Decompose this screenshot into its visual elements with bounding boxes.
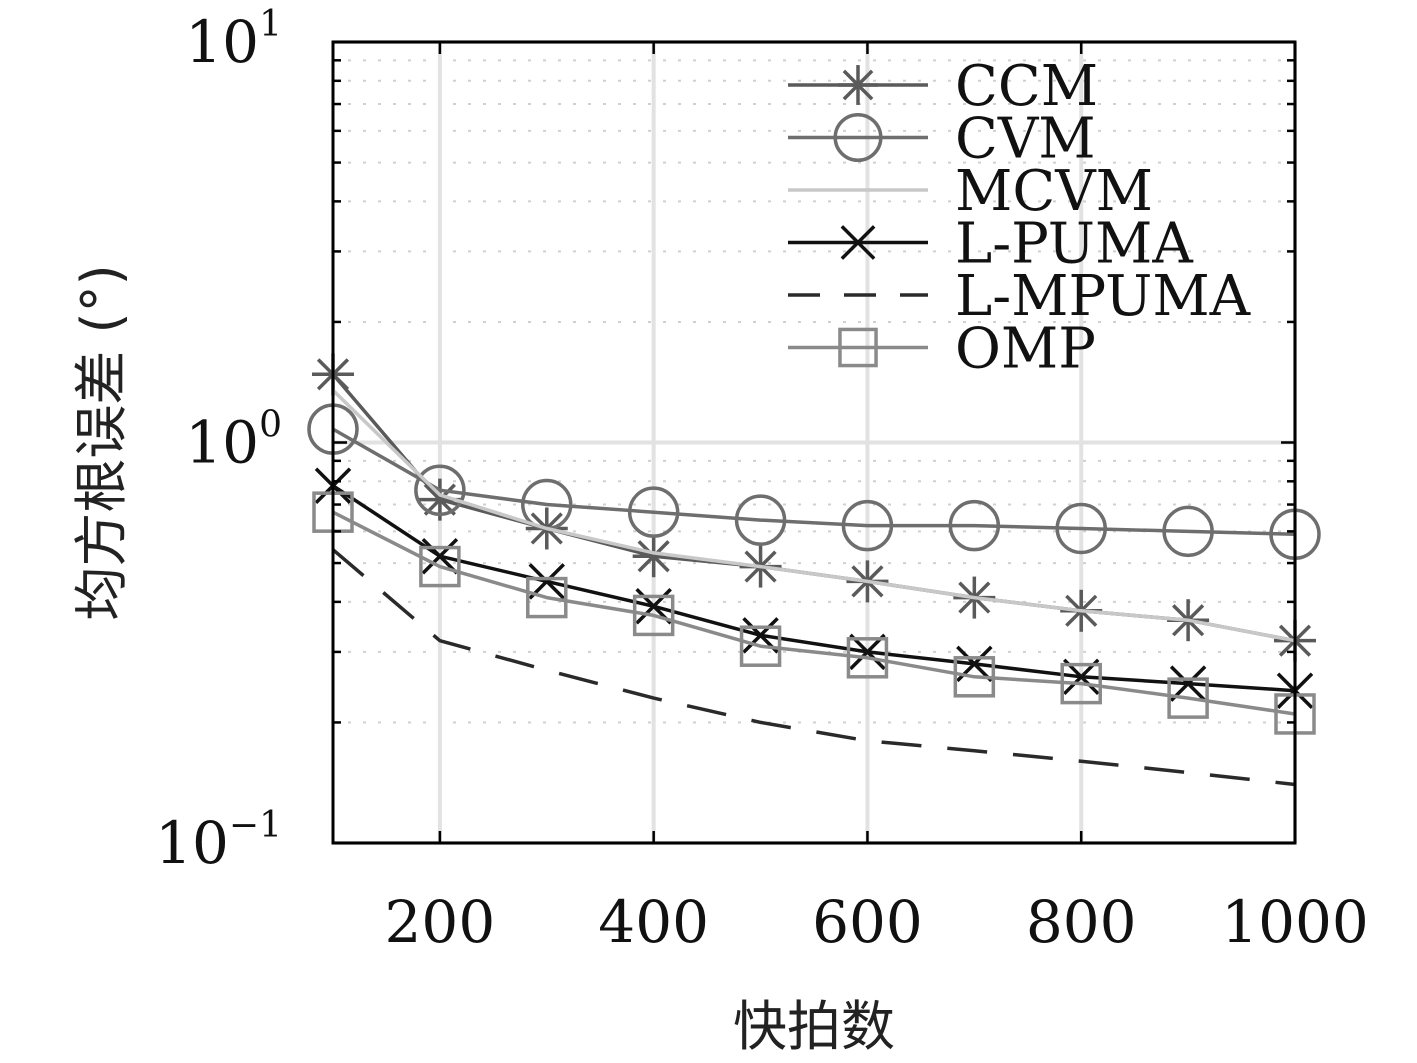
y-tick-labels: 10−1 100 101 bbox=[155, 4, 282, 877]
x-tick-labels: 200 400 600 800 1000 bbox=[385, 888, 1369, 956]
x-axis-title: 快拍数 bbox=[733, 995, 895, 1058]
x-stroke bbox=[421, 538, 459, 575]
legend-entry-l-mpuma: L-MPUMA bbox=[788, 264, 1251, 329]
x-marker bbox=[421, 538, 459, 575]
circle-marker bbox=[841, 499, 894, 552]
legend-entry-mcvm: MCVM bbox=[788, 159, 1153, 224]
series-line-mcvm bbox=[331, 389, 1296, 643]
legend-entry-l-puma: L-PUMA bbox=[788, 212, 1193, 277]
square-marker bbox=[526, 576, 568, 619]
series-l-mpuma bbox=[331, 548, 1296, 787]
legend-entry-cvm: CVM bbox=[788, 107, 1096, 172]
legend-entry-omp: OMP bbox=[788, 317, 1096, 382]
circle-marker bbox=[948, 499, 1001, 552]
x-tick-label: 400 bbox=[598, 888, 709, 956]
x-marker bbox=[840, 225, 876, 260]
x-tick-label: 800 bbox=[1026, 888, 1137, 956]
x-tick-label: 200 bbox=[385, 888, 496, 956]
circle-marker bbox=[1055, 502, 1107, 555]
y-tick-label: 101 bbox=[185, 4, 282, 76]
series-line-l-puma bbox=[332, 484, 1296, 693]
y-tick-label: 100 bbox=[185, 405, 282, 477]
x-tick-label: 1000 bbox=[1221, 888, 1369, 956]
legend-label: CCM bbox=[955, 54, 1098, 119]
y-axis-title: 均方根误差 (°) bbox=[70, 264, 133, 620]
square-marker bbox=[632, 594, 675, 637]
series-ccm bbox=[312, 353, 1316, 662]
circle-marker bbox=[734, 494, 787, 546]
asterisk-marker bbox=[838, 65, 878, 105]
series-layer bbox=[307, 353, 1321, 787]
series-mcvm bbox=[331, 389, 1296, 643]
y-tick-label: 10−1 bbox=[155, 805, 282, 877]
series-line-l-mpuma bbox=[331, 548, 1296, 787]
x-stroke bbox=[840, 225, 876, 260]
circle-marker bbox=[414, 464, 466, 516]
square-marker bbox=[838, 327, 878, 368]
legend-label: L-PUMA bbox=[955, 212, 1193, 277]
legend-label: OMP bbox=[955, 317, 1096, 382]
square-marker bbox=[1167, 677, 1209, 719]
circle-marker bbox=[1162, 505, 1214, 558]
square-marker bbox=[1060, 662, 1102, 705]
series-line-omp bbox=[332, 510, 1296, 716]
series-line-cvm bbox=[332, 427, 1296, 537]
asterisk-stroke bbox=[842, 69, 874, 101]
asterisk-stroke bbox=[423, 483, 456, 516]
square-marker bbox=[419, 545, 461, 588]
axis-ticks bbox=[333, 40, 1297, 845]
legend-label: CVM bbox=[955, 107, 1096, 172]
square-marker bbox=[846, 637, 889, 679]
asterisk-stroke bbox=[637, 540, 670, 573]
x-tick-label: 600 bbox=[812, 888, 923, 956]
circle-marker bbox=[833, 112, 883, 163]
square-marker bbox=[953, 656, 996, 698]
x-stroke bbox=[849, 633, 886, 671]
square-marker bbox=[739, 625, 782, 667]
x-marker bbox=[849, 633, 886, 671]
x-stroke bbox=[742, 617, 779, 654]
legend-label: L-MPUMA bbox=[955, 264, 1251, 329]
circle-marker bbox=[627, 486, 680, 538]
legend-entry-ccm: CCM bbox=[788, 54, 1098, 119]
legend-label: MCVM bbox=[955, 159, 1153, 224]
